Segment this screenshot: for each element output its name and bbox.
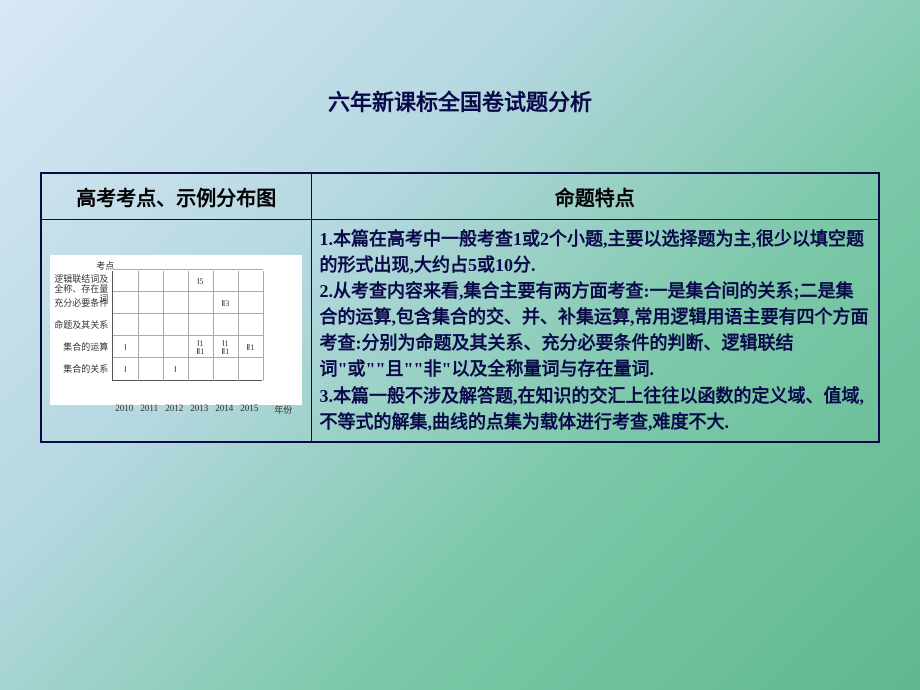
x-year-label: 2014: [215, 403, 233, 413]
data-point: Ⅰ: [124, 344, 126, 352]
grid-line: [238, 271, 239, 381]
grid-line: [263, 271, 264, 381]
data-point: Ⅱ1: [196, 348, 204, 356]
grid-line: [188, 271, 189, 381]
header-right: 命题特点: [311, 173, 879, 220]
y-category-label: 集合的运算: [52, 343, 108, 353]
analysis-text: 1.本篇在高考中一般考查1或2个小题,主要以选择题为主,很少以填空题的形式出现,…: [311, 220, 879, 442]
data-point: Ⅰ: [174, 366, 176, 374]
header-left: 高考考点、示例分布图: [41, 173, 311, 220]
data-point: Ⅰ5: [197, 278, 203, 286]
grid-line: [213, 271, 214, 381]
x-year-label: 2011: [140, 403, 158, 413]
data-point: Ⅰ: [124, 366, 126, 374]
y-category-label: 集合的关系: [52, 365, 108, 375]
x-year-label: 2015: [240, 403, 258, 413]
data-point: Ⅱ3: [221, 300, 229, 308]
x-year-label: 2013: [190, 403, 208, 413]
x-year-label: 2010: [115, 403, 133, 413]
grid-line: [138, 271, 139, 381]
page-title: 六年新课标全国卷试题分析: [40, 85, 880, 117]
data-point: Ⅱ1: [246, 344, 254, 352]
analysis-p2: 2.从考查内容来看,集合主要有两方面考查:一是集合间的关系;二是集合的运算,包含…: [320, 278, 871, 382]
distribution-chart: 考点 逻辑联结词及 全称、存在量词充分必要条件命题及其关系集合的运算集合的关系 …: [54, 261, 298, 401]
x-year-label: 2012: [165, 403, 183, 413]
x-axis-title: 年份: [274, 403, 292, 416]
y-category-label: 充分必要条件: [52, 299, 108, 309]
analysis-p1: 1.本篇在高考中一般考查1或2个小题,主要以选择题为主,很少以填空题的形式出现,…: [320, 226, 871, 278]
analysis-table: 高考考点、示例分布图 命题特点 考点 逻辑联结词及 全称、存在量词充分必要条件命…: [40, 172, 880, 443]
chart-cell: 考点 逻辑联结词及 全称、存在量词充分必要条件命题及其关系集合的运算集合的关系 …: [41, 220, 311, 442]
grid-line: [113, 269, 263, 270]
data-point: Ⅱ1: [221, 348, 229, 356]
y-category-label: 命题及其关系: [52, 321, 108, 331]
grid-line: [163, 271, 164, 381]
analysis-p3: 3.本篇一般不涉及解答题,在知识的交汇上往往以函数的定义域、值域,不等式的解集,…: [320, 383, 871, 435]
